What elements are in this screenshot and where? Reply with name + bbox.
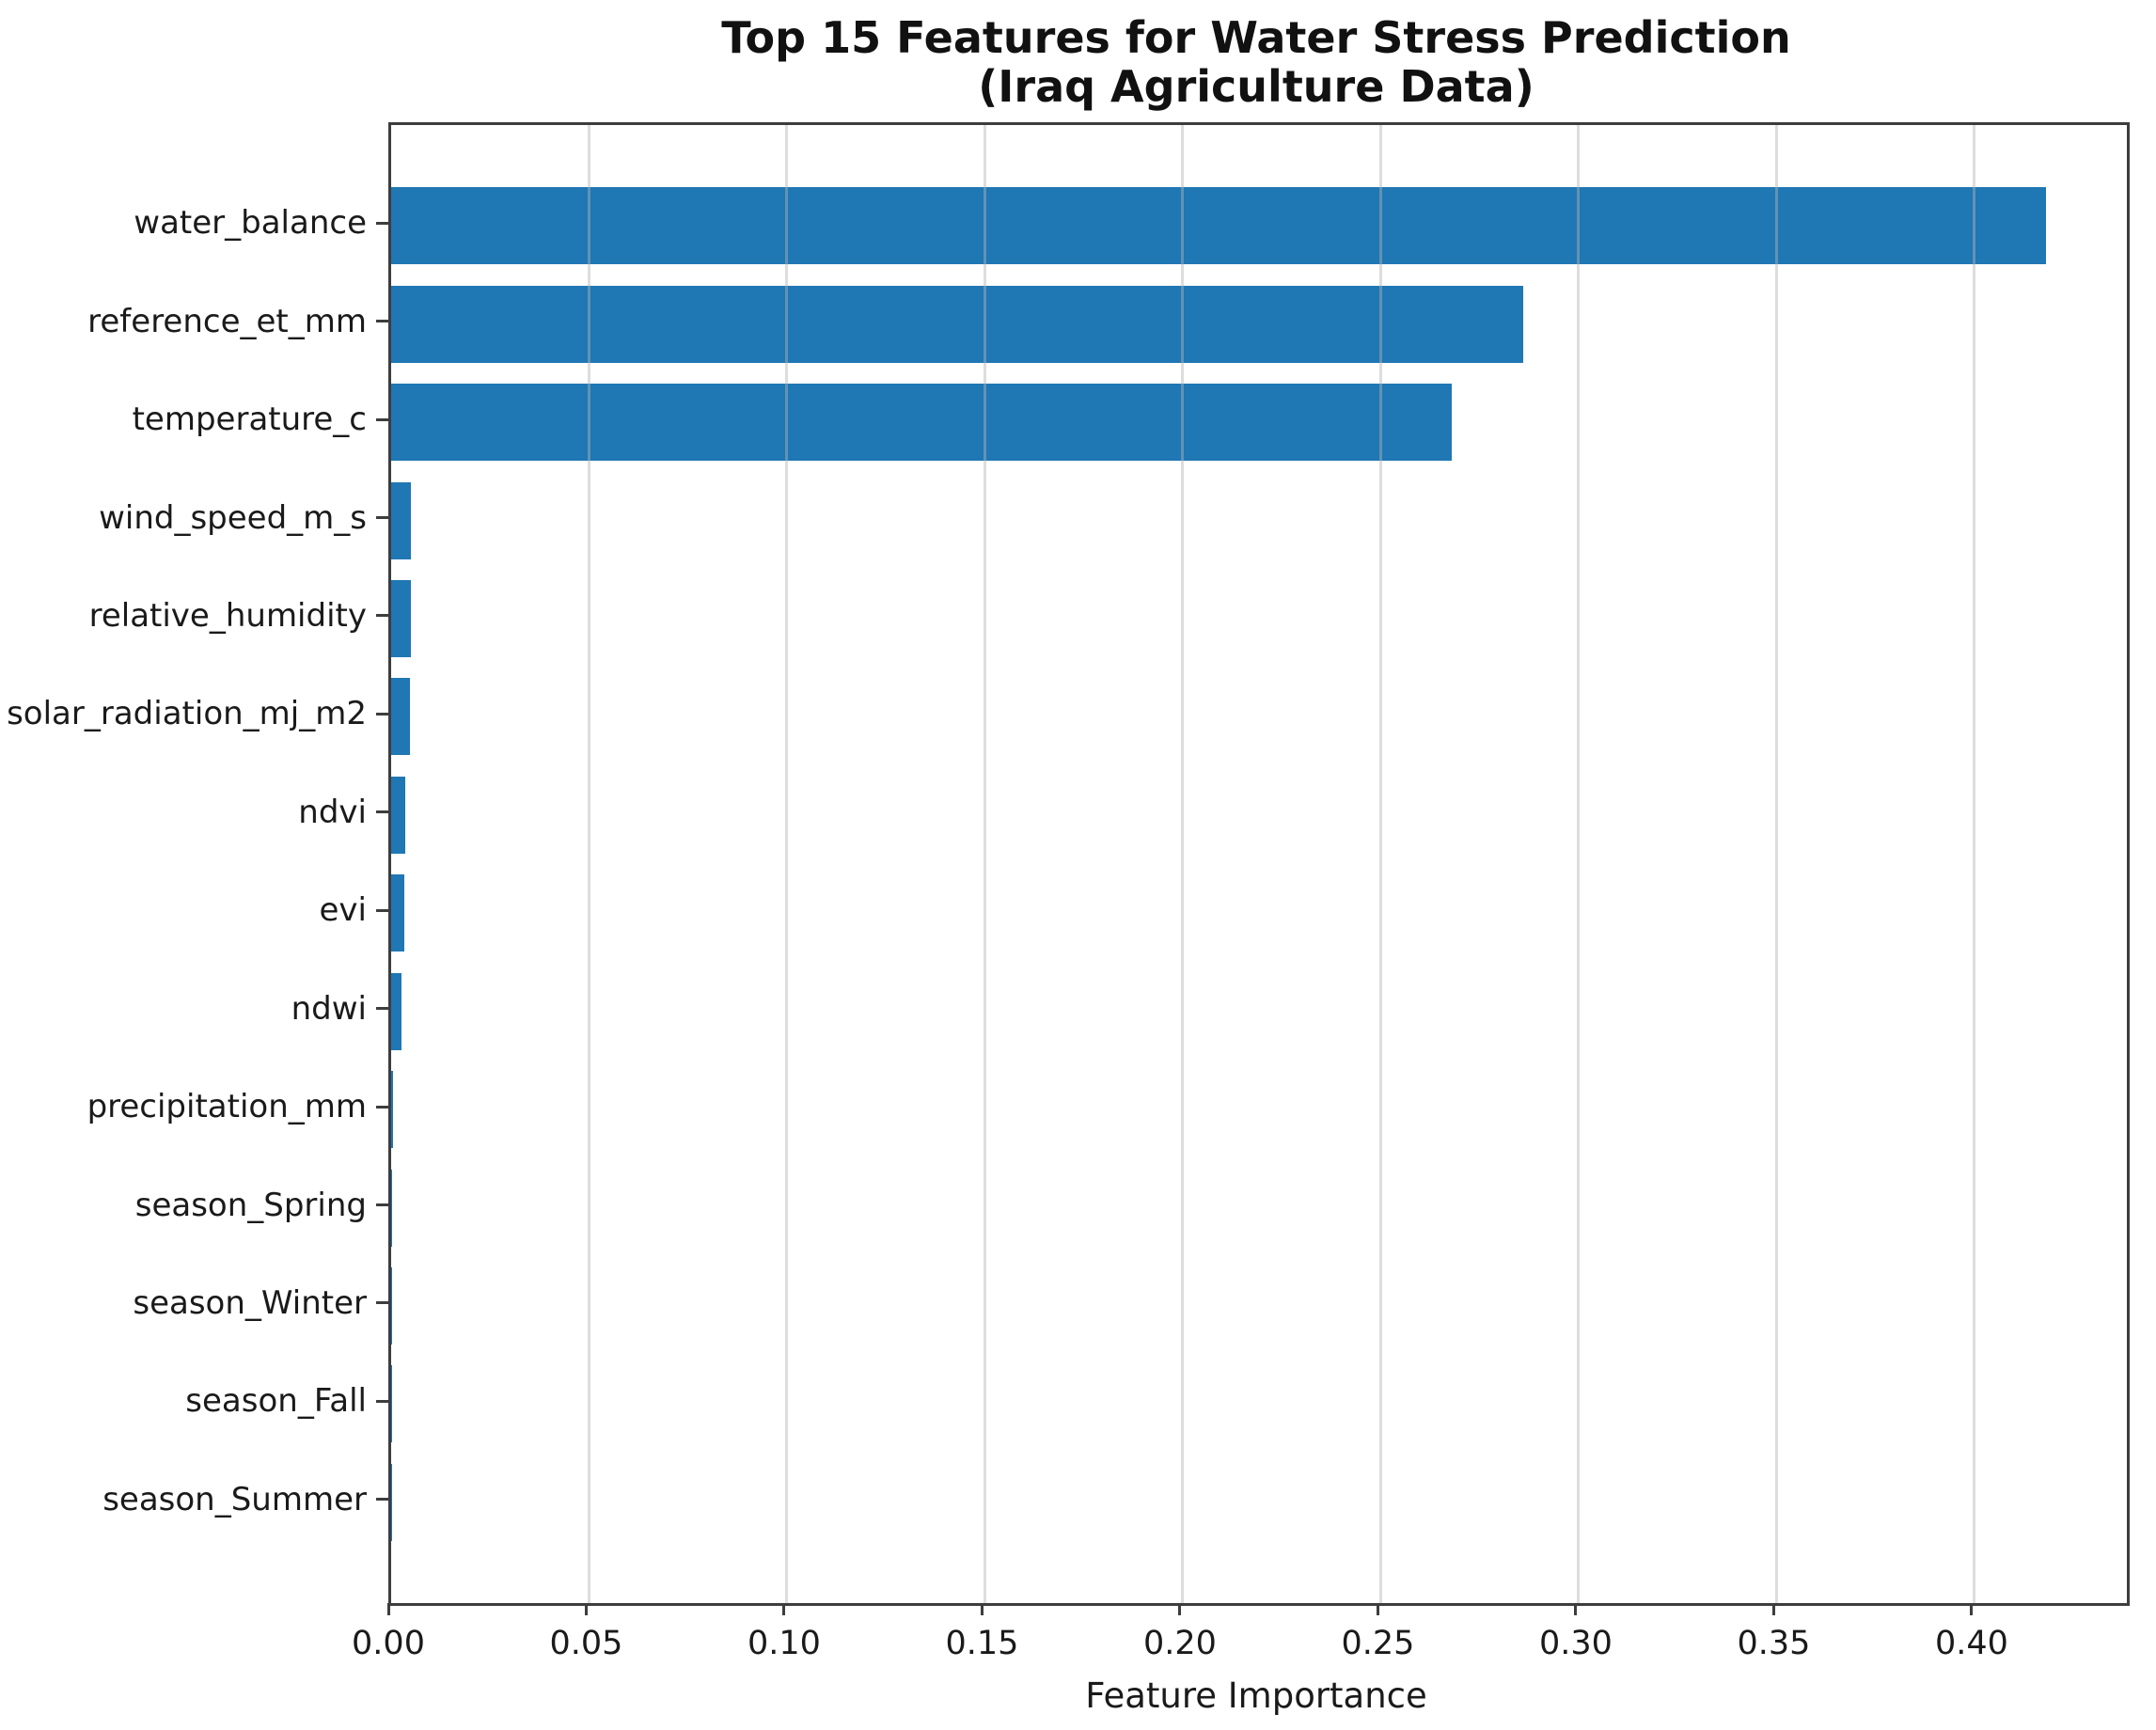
x-tick-label: 0.10 [748, 1625, 821, 1662]
bar-evi [391, 874, 404, 952]
y-tick-label-wind_speed_m_s: wind_speed_m_s [99, 498, 367, 537]
plot-area [388, 122, 2130, 1606]
gridline [587, 125, 590, 1603]
y-tick-label-reference_et_mm: reference_et_mm [87, 302, 367, 340]
x-tick-mark [584, 1603, 588, 1615]
gridline [785, 125, 789, 1603]
y-tick-label-water_balance: water_balance [134, 204, 367, 243]
x-tick-mark [386, 1603, 390, 1615]
y-tick-label-ndvi: ndvi [298, 793, 367, 831]
x-tick-label: 0.35 [1737, 1625, 1811, 1662]
bar-temperature_c [391, 384, 1453, 462]
gridline [1774, 125, 1778, 1603]
gridline [1577, 125, 1581, 1603]
y-tick-label-season_Winter: season_Winter [133, 1283, 367, 1322]
y-tick-label-season_Summer: season_Summer [102, 1480, 367, 1518]
x-tick-mark [1178, 1603, 1182, 1615]
y-tick-mark [376, 516, 388, 519]
bar-ndwi [391, 972, 401, 1050]
x-tick-mark [1771, 1603, 1775, 1615]
y-tick-mark [376, 1203, 388, 1206]
y-tick-mark [376, 908, 388, 912]
x-axis-title: Feature Importance [1085, 1675, 1427, 1716]
y-tick-label-temperature_c: temperature_c [132, 401, 367, 439]
y-tick-label-solar_radiation_mj_m2: solar_radiation_mj_m2 [7, 695, 367, 733]
x-tick-mark [1970, 1603, 1974, 1615]
x-tick-mark [1376, 1603, 1379, 1615]
gridline [1378, 125, 1382, 1603]
y-tick-mark [376, 1399, 388, 1403]
bar-ndvi [391, 776, 405, 854]
x-tick-label: 0.15 [945, 1625, 1019, 1662]
y-tick-mark [376, 810, 388, 814]
bar-water_balance [391, 187, 2046, 265]
x-tick-mark [1574, 1603, 1578, 1615]
gridline [1973, 125, 1976, 1603]
y-tick-label-season_Spring: season_Spring [134, 1186, 367, 1224]
bar-solar_radiation_mj_m2 [391, 678, 410, 756]
y-tick-mark [376, 320, 388, 323]
bar-season_Winter [391, 1266, 392, 1345]
y-tick-label-relative_humidity: relative_humidity [88, 596, 367, 635]
y-tick-label-ndwi: ndwi [291, 989, 367, 1028]
x-tick-label: 0.05 [549, 1625, 623, 1662]
y-tick-label-precipitation_mm: precipitation_mm [87, 1088, 367, 1126]
x-tick-label: 0.00 [352, 1625, 425, 1662]
y-tick-mark [376, 712, 388, 716]
x-tick-label: 0.25 [1341, 1625, 1415, 1662]
chart-title-line2: (Iraq Agriculture Data) [978, 61, 1534, 112]
x-tick-label: 0.20 [1142, 1625, 1217, 1662]
bar-precipitation_mm [391, 1071, 393, 1149]
y-tick-mark [376, 221, 388, 225]
y-tick-mark [376, 1007, 388, 1011]
bar-wind_speed_m_s [391, 481, 412, 559]
y-tick-mark [376, 614, 388, 618]
x-tick-mark [782, 1603, 786, 1615]
bar-relative_humidity [391, 579, 412, 657]
y-tick-mark [376, 1301, 388, 1305]
x-tick-label: 0.30 [1538, 1625, 1613, 1662]
chart-title-line1: Top 15 Features for Water Stress Predict… [721, 12, 1791, 63]
gridline [983, 125, 986, 1603]
chart-title: Top 15 Features for Water Stress Predict… [388, 13, 2124, 111]
x-tick-mark [980, 1603, 984, 1615]
y-tick-mark [376, 1498, 388, 1502]
y-tick-mark [376, 417, 388, 421]
y-tick-label-evi: evi [319, 891, 368, 930]
y-tick-mark [376, 1105, 388, 1109]
gridline [1181, 125, 1185, 1603]
y-tick-label-season_Fall: season_Fall [185, 1382, 367, 1421]
x-tick-label: 0.40 [1934, 1625, 2008, 1662]
bar-reference_et_mm [391, 285, 1523, 363]
bar-season_Spring [391, 1169, 392, 1247]
